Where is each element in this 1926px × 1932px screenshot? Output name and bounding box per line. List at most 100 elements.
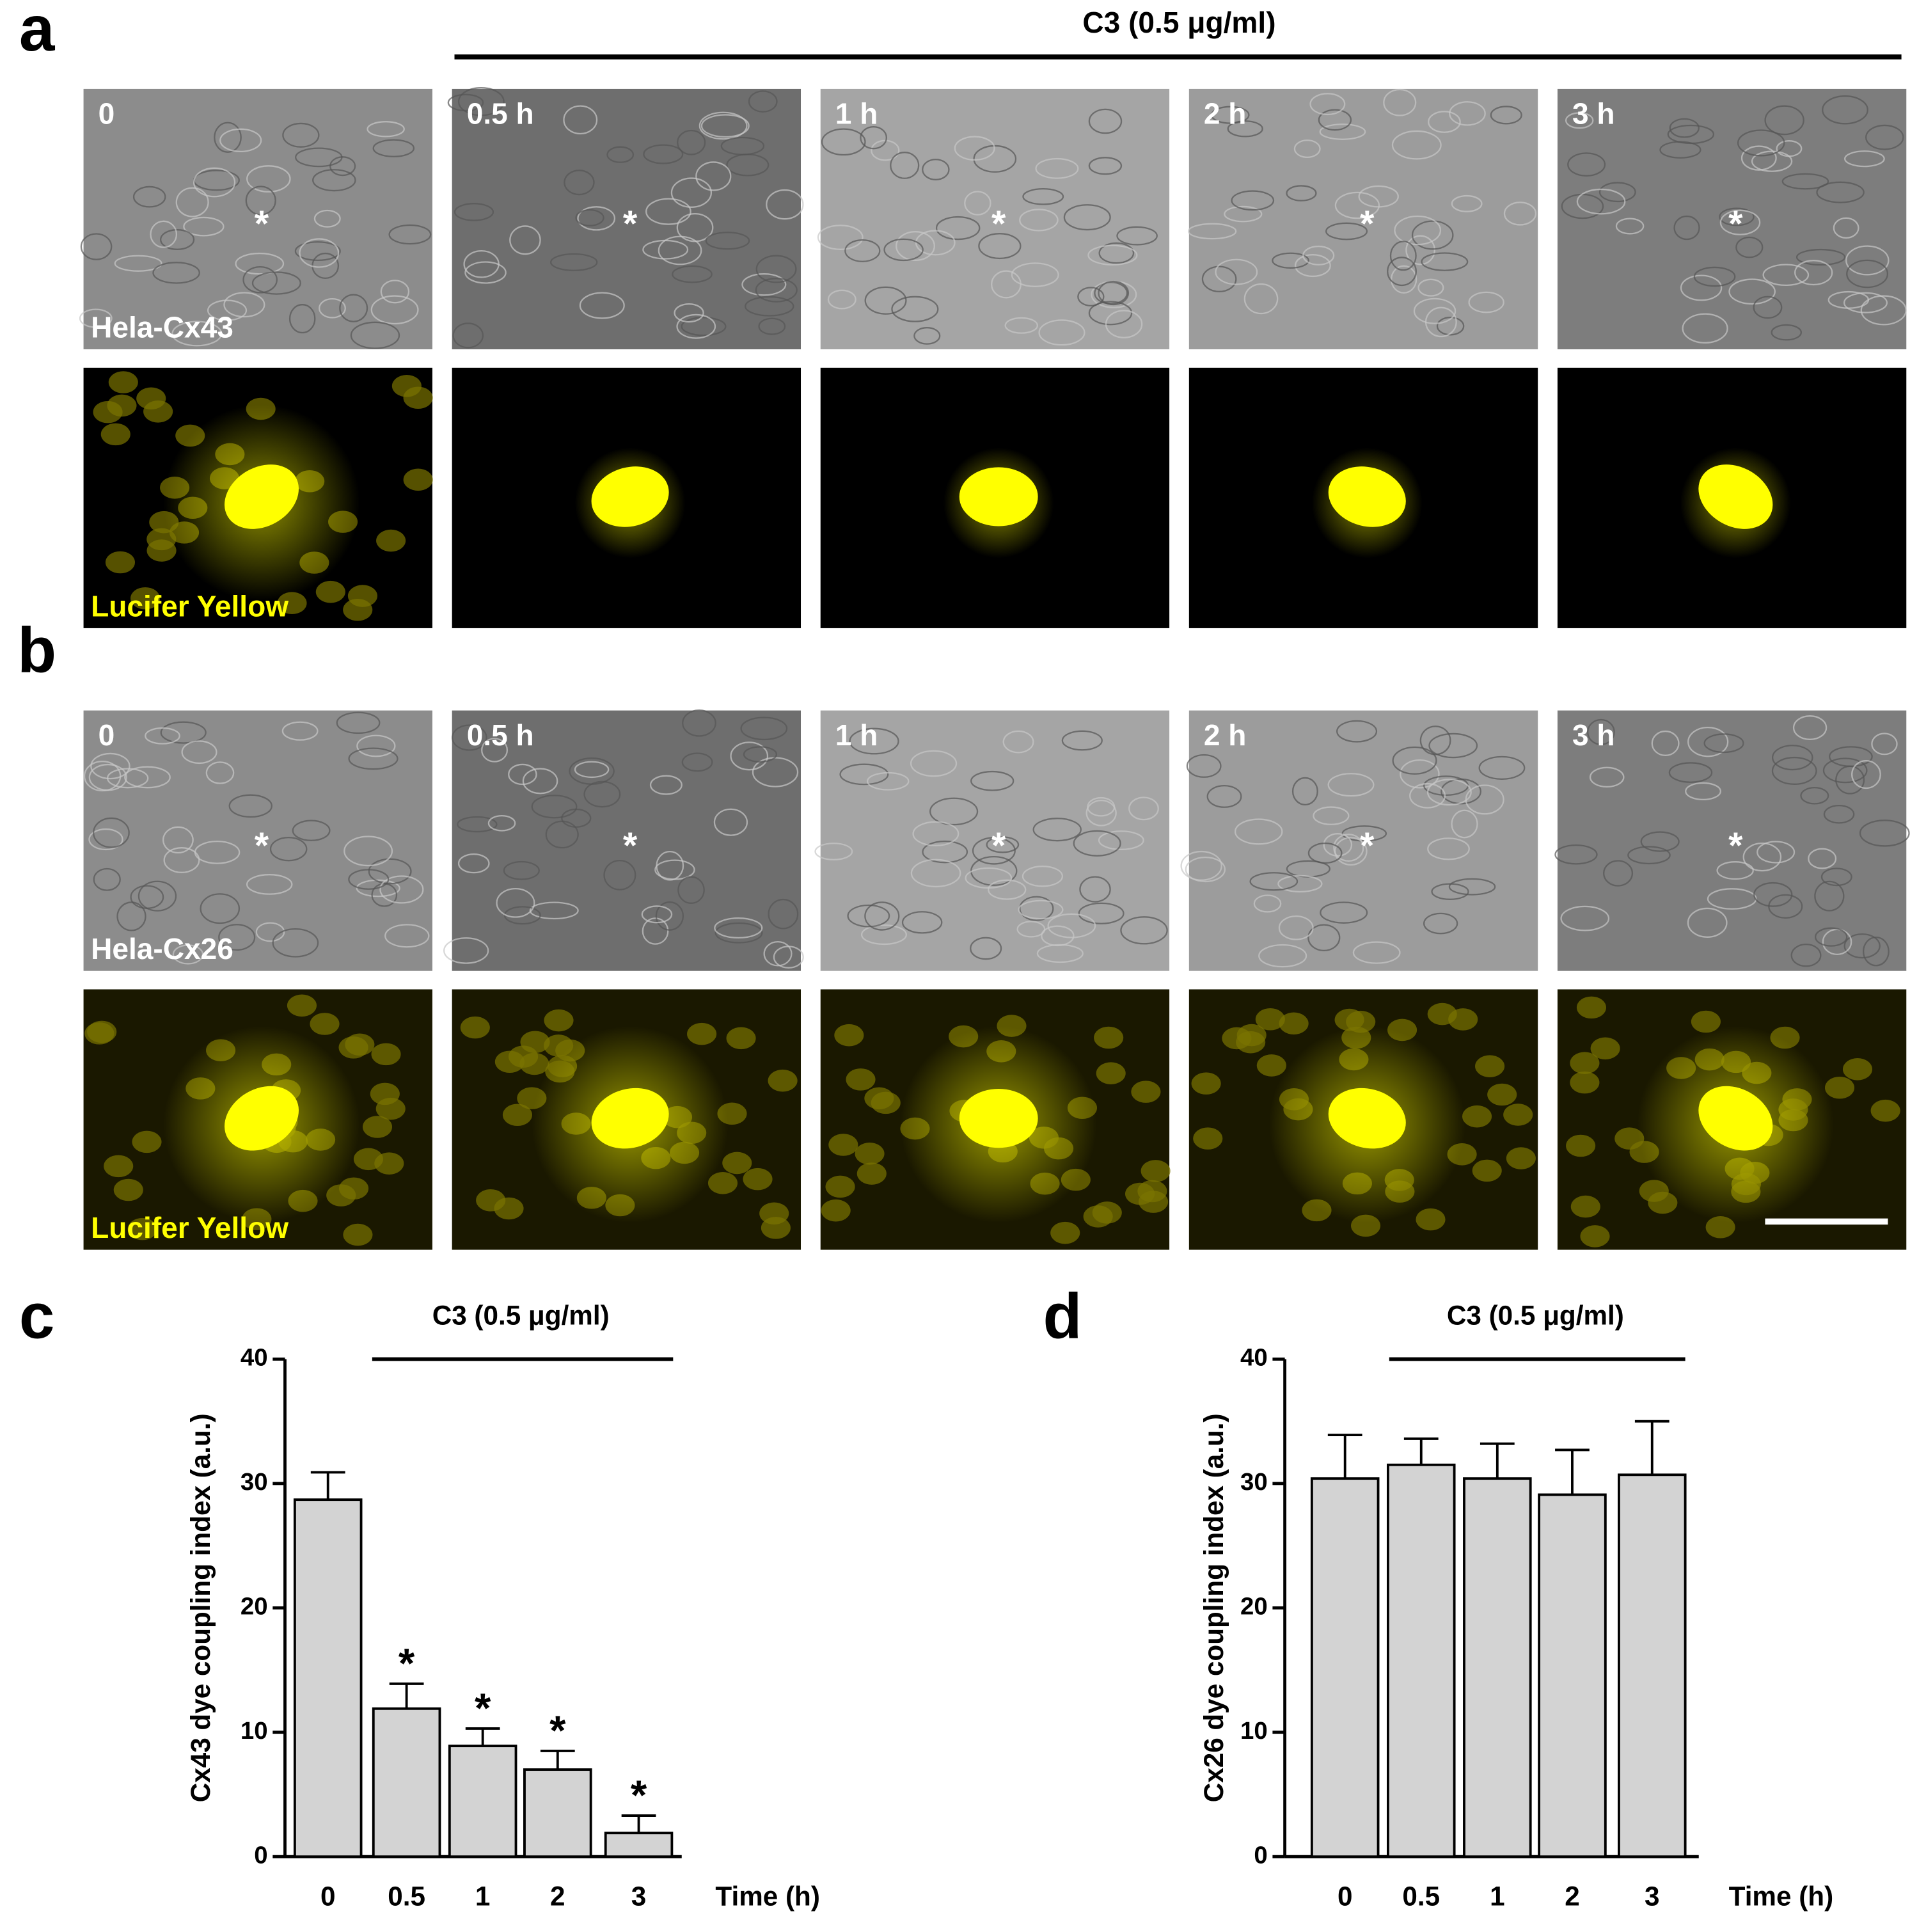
cell (288, 304, 316, 334)
coupled-cell (1472, 1159, 1502, 1182)
coupled-cell (855, 1143, 885, 1165)
cell (223, 292, 265, 318)
cell (496, 887, 535, 918)
cell (699, 111, 748, 140)
cell (1022, 187, 1064, 205)
cell (821, 128, 866, 156)
cell (745, 296, 794, 317)
error-bar (621, 1814, 656, 1833)
cell (1737, 129, 1785, 157)
cell (1313, 806, 1350, 825)
panel-label: b (17, 615, 56, 686)
coupled-cell (370, 1082, 400, 1105)
cell (1383, 88, 1417, 116)
panel-label: d (1043, 1281, 1082, 1352)
cell (1468, 291, 1504, 313)
bar (1618, 1473, 1687, 1858)
cell (1253, 894, 1282, 913)
cell (1041, 925, 1075, 947)
cell (1243, 283, 1279, 315)
cell (1823, 804, 1855, 824)
cell (672, 265, 713, 283)
cell (1063, 204, 1111, 231)
cell (1389, 241, 1417, 271)
coupled-cell (460, 1016, 490, 1039)
phase-image (447, 87, 804, 350)
coupled-cell (84, 1022, 114, 1045)
cell (755, 255, 797, 283)
cell (124, 766, 171, 789)
cell (1781, 173, 1829, 190)
cell (1845, 245, 1890, 276)
cell (839, 763, 889, 786)
coupled-cell (132, 1130, 162, 1153)
cell (1851, 759, 1881, 789)
cell (1421, 252, 1469, 271)
cell (88, 763, 127, 791)
cell (246, 165, 291, 193)
cell (1352, 941, 1401, 964)
cell (522, 768, 558, 795)
cell (1116, 226, 1158, 246)
cell (1822, 757, 1868, 784)
cell (1323, 833, 1353, 857)
cell (1061, 730, 1103, 751)
coupled-cell (1255, 1008, 1285, 1031)
phase-image (1557, 88, 1907, 350)
cell (1336, 720, 1378, 743)
cell (896, 231, 935, 261)
phase-image (79, 88, 432, 350)
cell (883, 238, 924, 262)
bar (1463, 1477, 1532, 1858)
cell (844, 239, 881, 262)
coupled-cell (494, 1197, 524, 1220)
cell (1032, 818, 1082, 842)
cell (912, 821, 959, 846)
cell (677, 129, 706, 155)
cell (1640, 831, 1680, 852)
cell (1816, 181, 1865, 203)
phase-image (1187, 88, 1538, 350)
x-tick-label: 0 (1338, 1881, 1353, 1912)
injection-marker: * (623, 203, 638, 244)
error-bar (310, 1471, 345, 1500)
cell (1234, 818, 1283, 845)
cell (922, 159, 950, 180)
cell-line-label: Hela-Cx26 (91, 932, 233, 965)
cell (643, 144, 684, 164)
error-bar (1327, 1434, 1362, 1479)
cell (743, 746, 778, 763)
cell (457, 816, 498, 833)
cell (1490, 106, 1522, 125)
cell (1087, 244, 1138, 266)
cell (1291, 777, 1318, 805)
injected-cell (1698, 464, 1773, 529)
injected-cell (225, 1086, 299, 1151)
cell (1423, 912, 1458, 935)
cell (954, 136, 995, 161)
injected-cell (1698, 1086, 1773, 1151)
coupled-cell (759, 1202, 789, 1225)
coupled-cell (1570, 1052, 1600, 1074)
cell (1667, 124, 1715, 145)
time-label: 0.5 h (467, 97, 534, 130)
cell (910, 859, 961, 888)
time-label: 0.5 h (467, 718, 534, 752)
cell (847, 904, 890, 928)
cell (641, 905, 673, 924)
cell (1668, 762, 1713, 783)
cell (246, 874, 293, 895)
cell (350, 321, 400, 349)
cell (181, 740, 217, 764)
coupled-cell (821, 1199, 851, 1222)
cell (1047, 913, 1096, 938)
cell (1693, 266, 1736, 287)
cell (988, 879, 1027, 900)
cell (1016, 921, 1046, 938)
cell (656, 850, 684, 881)
cell (574, 761, 610, 779)
cell (1669, 118, 1700, 138)
phase-image (83, 710, 432, 971)
cell (1449, 101, 1486, 126)
cell (1035, 157, 1079, 179)
